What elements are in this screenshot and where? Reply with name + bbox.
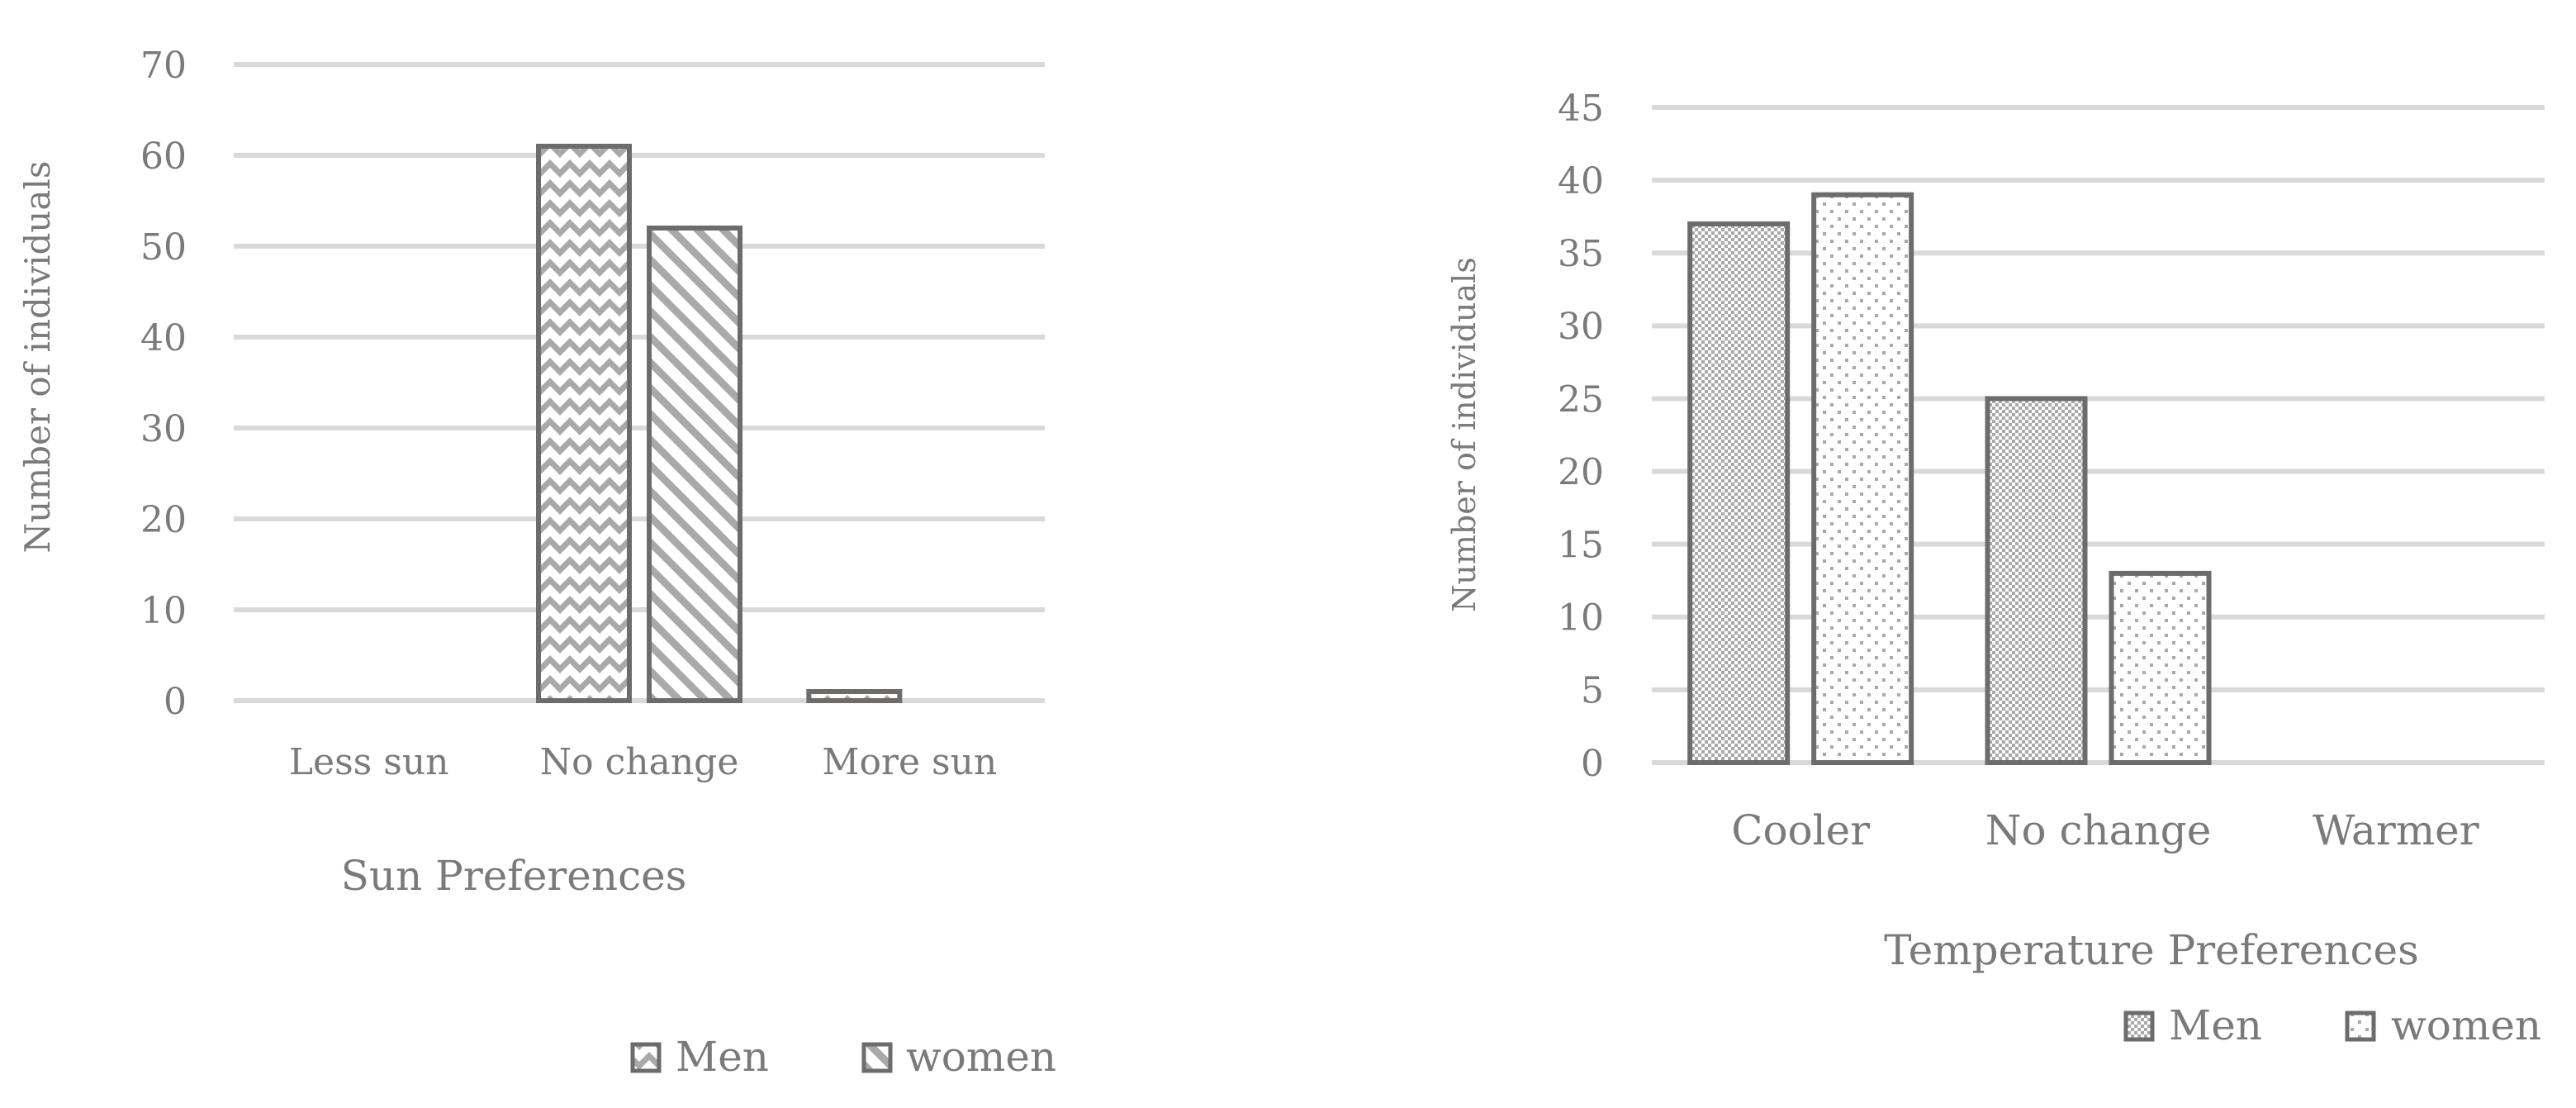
y-tick-label: 50 [140,226,187,269]
legend-swatch-men [630,1042,662,1073]
y-tick-label: 25 [1558,378,1604,421]
y-tick-label: 0 [164,681,187,723]
y-tick-label: 0 [1581,743,1604,785]
y-tick-label: 40 [140,317,187,359]
bar-men-cooler [1687,221,1791,765]
y-tick-label: 45 [1558,88,1604,130]
y-tick-label: 10 [1558,597,1604,640]
legend-label: Men [2169,1001,2262,1049]
legend-label: Men [676,1033,769,1081]
y-tick-label: 60 [140,136,187,178]
legend: Men women [630,1033,1056,1081]
x-category-label: No change [1985,806,2212,854]
x-category-label: Warmer [2313,806,2479,854]
bar-men-no-change [536,144,632,703]
y-tick-label: 35 [1558,233,1604,275]
x-category-label: Cooler [1731,806,1870,854]
legend-swatch-women [861,1042,893,1073]
bar-men-more-sun [806,689,903,703]
bar-women-no-change [647,226,742,703]
legend-swatch-men [2123,1011,2155,1042]
x-category-label: No change [540,741,739,783]
y-tick-label: 20 [140,499,187,541]
legend-label: women [906,1033,1056,1081]
y-tick-label: 70 [140,45,187,87]
y-tick-label: 30 [140,408,187,450]
y-tick-label: 10 [140,590,187,632]
sun-preferences-chart: 0 10 20 30 40 50 60 70 Less sun No change More sun… [17,45,1056,1081]
x-axis-title: Temperature Preferences [1884,926,2419,974]
legend-swatch-women [2345,1011,2376,1042]
y-tick-label: 40 [1558,160,1604,202]
y-axis-title: Number of individuals [17,161,58,554]
x-category-label: Less sun [289,741,449,783]
x-axis-title: Sun Preferences [341,852,687,900]
y-axis-title: Number of individuals [1446,257,1483,612]
bar-women-cooler [1811,192,1914,765]
bar-men-no-change [1985,396,2088,765]
temperature-preferences-chart: 0 5 10 15 20 25 30 35 40 45 Cooler No change Warmer T… [1446,88,2545,1049]
bar-women-no-change [2109,570,2212,766]
legend: Men women [2123,1001,2541,1049]
y-tick-label: 5 [1581,670,1604,712]
y-tick-label: 20 [1558,451,1604,493]
y-tick-label: 15 [1558,525,1604,567]
y-tick-label: 30 [1558,306,1604,348]
legend-label: women [2391,1001,2541,1049]
x-category-label: More sun [822,741,997,783]
